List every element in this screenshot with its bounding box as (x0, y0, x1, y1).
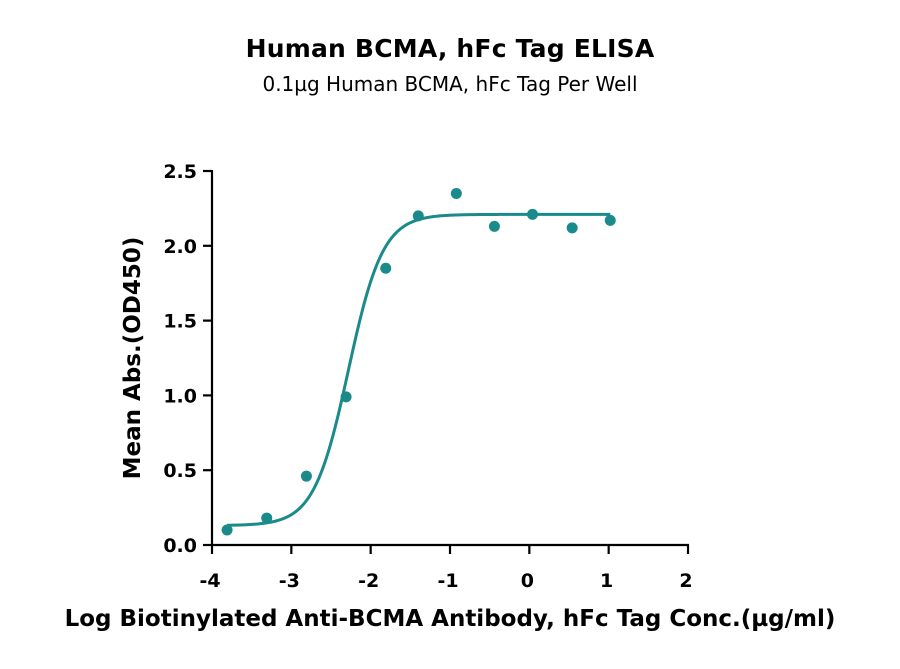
y-tick-label: 0.0 (163, 535, 197, 557)
fit-curve (227, 212, 611, 527)
data-point (221, 524, 233, 536)
data-point (566, 222, 578, 234)
data-point (412, 210, 424, 222)
x-tick-label: -1 (437, 570, 458, 592)
x-tick-label: -2 (358, 570, 379, 592)
fit-curve-layer (227, 212, 611, 527)
x-axis-label: Log Biotinylated Anti-BCMA Antibody, hFc… (64, 606, 836, 632)
chart-subtitle: 0.1µg Human BCMA, hFc Tag Per Well (262, 72, 638, 96)
x-tick-label: -4 (199, 570, 220, 592)
x-tick-label: 1 (600, 570, 613, 592)
y-axis-label: Mean Abs.(OD450) (120, 237, 146, 480)
data-point (527, 208, 539, 220)
chart-title: Human BCMA, hFc Tag ELISA (245, 34, 655, 63)
y-tick-label: 2.5 (163, 161, 197, 183)
data-point (604, 214, 616, 226)
data-point (488, 220, 500, 232)
x-tick-label: 2 (679, 570, 692, 592)
y-tick-label: 0.5 (163, 460, 197, 482)
x-tick-label: -3 (279, 570, 300, 592)
axes: 0.0 0.5 1.0 1.5 2.0 2.5 -4 -3 -2 -1 0 1 2 (163, 161, 692, 592)
y-tick-label: 1.0 (163, 385, 197, 407)
data-point (261, 512, 273, 524)
data-point (300, 470, 312, 482)
data-point (380, 262, 392, 274)
y-tick-label: 2.0 (163, 236, 197, 258)
data-point (340, 391, 352, 403)
x-tick-label: 0 (521, 570, 534, 592)
y-tick-label: 1.5 (163, 311, 197, 333)
data-point (450, 187, 462, 199)
data-points-layer (221, 187, 616, 536)
